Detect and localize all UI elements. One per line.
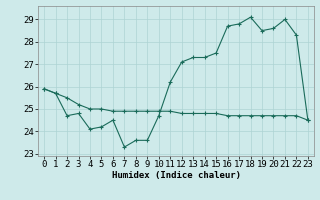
X-axis label: Humidex (Indice chaleur): Humidex (Indice chaleur) [111,171,241,180]
